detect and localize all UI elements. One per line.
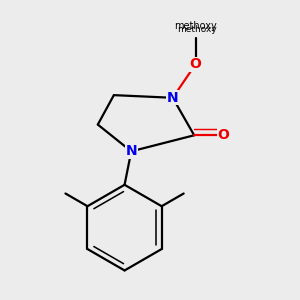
Text: O: O <box>218 128 230 142</box>
Text: methoxy: methoxy <box>174 21 217 31</box>
Text: N: N <box>125 144 137 158</box>
Text: methoxy: methoxy <box>177 26 217 34</box>
Text: N: N <box>167 91 178 105</box>
Text: O: O <box>190 57 201 71</box>
